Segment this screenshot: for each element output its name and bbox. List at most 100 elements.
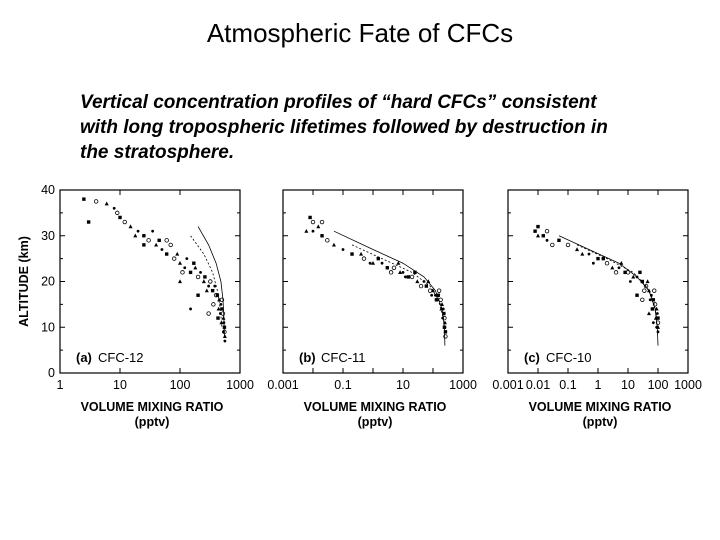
y-tick-label: 10 xyxy=(41,320,55,334)
data-point xyxy=(304,228,309,233)
data-point xyxy=(433,293,437,297)
data-point xyxy=(208,279,213,284)
x-tick-label: 100 xyxy=(648,378,669,392)
data-point xyxy=(401,270,405,274)
model-curve xyxy=(351,244,444,319)
caption: Vertical concentration profiles of “hard… xyxy=(80,90,680,165)
data-point xyxy=(320,234,324,238)
data-point xyxy=(183,266,187,270)
data-point xyxy=(380,261,384,265)
x-tick-label: 1000 xyxy=(226,378,254,392)
y-axis-label: ALTITUDE (km) xyxy=(17,236,31,327)
data-point xyxy=(222,325,227,329)
x-axis-label: VOLUME MIXING RATIO xyxy=(304,400,447,414)
data-point xyxy=(196,293,200,297)
x-tick-label: 0.1 xyxy=(334,378,351,392)
data-point xyxy=(118,215,122,220)
data-point xyxy=(441,316,445,320)
data-point xyxy=(656,330,660,334)
data-point xyxy=(617,266,621,270)
data-point xyxy=(442,311,446,316)
data-point xyxy=(164,252,169,256)
data-point xyxy=(655,320,661,325)
data-point xyxy=(136,229,140,233)
caption-line: with long tropospheric lifetimes followe… xyxy=(80,117,608,138)
data-point xyxy=(439,306,444,311)
data-point xyxy=(436,293,440,297)
data-point xyxy=(580,251,585,256)
data-point xyxy=(128,224,133,229)
data-point xyxy=(643,283,649,289)
y-tick-label: 0 xyxy=(48,366,55,380)
data-point xyxy=(430,293,434,297)
model-curve xyxy=(558,235,659,346)
x-tick-label: 1000 xyxy=(674,378,702,392)
data-point xyxy=(316,224,321,229)
data-point xyxy=(431,288,435,293)
data-point xyxy=(218,312,222,315)
data-point xyxy=(211,302,216,307)
x-tick-label: 1 xyxy=(57,378,64,392)
data-point xyxy=(434,298,439,302)
data-point xyxy=(201,279,206,284)
caption-line: Vertical concentration profiles of “hard… xyxy=(80,92,597,113)
y-tick-label: 40 xyxy=(41,183,55,197)
data-point xyxy=(204,288,209,293)
x-tick-label: 1 xyxy=(595,378,602,392)
slide-title: Atmospheric Fate of CFCs xyxy=(206,18,514,48)
data-point xyxy=(625,270,631,275)
model-curve xyxy=(197,226,225,337)
data-point xyxy=(557,238,561,243)
data-point xyxy=(175,251,180,256)
x-tick-label: 0.001 xyxy=(267,378,298,392)
x-tick-label: 0.001 xyxy=(492,378,523,392)
panel-label: (b) xyxy=(299,350,316,365)
data-point xyxy=(631,274,636,279)
data-point xyxy=(640,279,645,284)
data-point xyxy=(442,325,447,329)
panel-label: (c) xyxy=(524,350,540,365)
data-point xyxy=(203,275,207,279)
data-point xyxy=(376,256,380,261)
data-point xyxy=(388,270,394,275)
data-point xyxy=(426,279,431,284)
data-point xyxy=(371,261,375,265)
data-point xyxy=(385,266,390,270)
x-tick-label: 10 xyxy=(113,378,127,392)
data-point xyxy=(206,311,211,316)
data-point xyxy=(188,270,193,275)
data-point xyxy=(223,339,227,343)
data-point xyxy=(142,243,146,247)
x-tick-label: 100 xyxy=(170,378,191,392)
data-point xyxy=(604,261,610,266)
data-point xyxy=(189,307,192,311)
data-point xyxy=(185,257,189,261)
data-point xyxy=(368,261,372,265)
data-point xyxy=(642,288,647,293)
data-point xyxy=(222,321,226,325)
model-curve xyxy=(190,235,223,328)
data-point xyxy=(160,248,164,251)
data-point xyxy=(565,242,571,248)
data-point xyxy=(623,270,627,275)
data-point xyxy=(550,242,555,248)
data-point xyxy=(391,265,397,270)
data-point xyxy=(221,315,226,320)
data-point xyxy=(154,242,159,247)
species-label: CFC-10 xyxy=(546,350,592,365)
data-point xyxy=(415,279,420,284)
x-tick-label: 0.01 xyxy=(526,378,550,392)
data-point xyxy=(133,233,138,238)
data-point xyxy=(533,229,537,233)
data-point xyxy=(359,251,364,256)
data-point xyxy=(575,247,580,252)
data-point xyxy=(596,256,600,261)
data-point xyxy=(398,270,403,274)
data-point xyxy=(541,234,545,238)
data-point xyxy=(646,311,651,316)
data-point xyxy=(146,238,151,243)
data-point xyxy=(640,297,645,302)
x-tick-label: 10 xyxy=(621,378,635,392)
data-point xyxy=(655,325,659,329)
data-point xyxy=(112,206,116,210)
